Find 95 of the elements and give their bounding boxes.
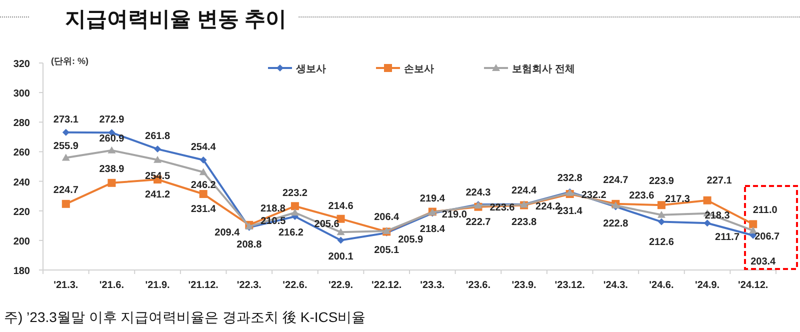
x-tick-label: '23.3. bbox=[420, 280, 445, 291]
data-label: 273.1 bbox=[53, 114, 78, 126]
data-label: 200.1 bbox=[328, 251, 354, 262]
data-label: 208.8 bbox=[236, 239, 262, 250]
x-tick-label: '22.3. bbox=[236, 280, 262, 291]
data-label: 238.9 bbox=[99, 164, 124, 175]
data-label: 206.7 bbox=[754, 232, 780, 243]
data-label: 209.4 bbox=[214, 228, 240, 239]
x-tick-label: '23.12. bbox=[554, 280, 586, 291]
point bbox=[108, 146, 116, 154]
point bbox=[703, 196, 712, 204]
data-label: 219.4 bbox=[420, 194, 445, 205]
point bbox=[200, 156, 207, 164]
x-tick-label: '22.12. bbox=[372, 280, 402, 291]
y-tick-label: 220 bbox=[13, 206, 30, 218]
data-label: 241.2 bbox=[145, 190, 170, 200]
data-label: 214.6 bbox=[328, 200, 354, 212]
point bbox=[290, 208, 299, 216]
legend-label: 보험회사 전체 bbox=[512, 64, 575, 75]
data-label: 224.7 bbox=[603, 174, 628, 186]
data-label: 218.4 bbox=[420, 224, 445, 236]
data-label: 254.5 bbox=[145, 170, 170, 182]
data-label: 261.8 bbox=[145, 131, 170, 142]
data-label: 219.0 bbox=[442, 209, 467, 220]
data-label: 205.9 bbox=[398, 234, 424, 246]
data-label: 224.7 bbox=[53, 184, 78, 196]
x-tick-label: '21.12. bbox=[188, 280, 219, 291]
point bbox=[337, 236, 344, 244]
data-label: 254.4 bbox=[190, 142, 216, 153]
x-tick-label: '23.6. bbox=[466, 280, 491, 291]
data-label: 231.4 bbox=[190, 204, 216, 215]
point bbox=[154, 156, 162, 163]
data-label: 223.8 bbox=[512, 217, 537, 228]
x-tick-label: '22.9. bbox=[328, 280, 354, 291]
data-label: 223.9 bbox=[648, 176, 674, 188]
point bbox=[62, 128, 70, 136]
point bbox=[704, 220, 711, 227]
point bbox=[657, 210, 666, 218]
y-tick-label: 320 bbox=[13, 59, 30, 70]
data-label: 222.7 bbox=[466, 216, 491, 228]
data-label: 218.8 bbox=[260, 204, 286, 215]
point bbox=[62, 154, 70, 161]
x-tick-label: '24.12. bbox=[738, 280, 768, 291]
data-label: 232.8 bbox=[557, 172, 582, 184]
y-tick-label: 280 bbox=[13, 118, 30, 130]
legend-label: 손보사 bbox=[404, 64, 434, 75]
y-tick-label: 300 bbox=[13, 88, 30, 100]
x-tick-label: '22.6. bbox=[282, 280, 308, 291]
legend-label: 생보사 bbox=[295, 64, 326, 75]
data-label: 205.6 bbox=[314, 219, 340, 230]
x-tick-label: '23.9. bbox=[512, 280, 537, 291]
x-tick-label: '21.3. bbox=[54, 280, 78, 291]
point bbox=[62, 200, 70, 208]
chart-title: 지급여력비율 변동 추이 bbox=[65, 8, 287, 31]
data-label: 260.9 bbox=[99, 133, 124, 144]
y-tick-label: 240 bbox=[13, 177, 30, 188]
annotation: (단위: %) bbox=[51, 56, 88, 66]
point bbox=[749, 226, 758, 234]
data-label: 227.1 bbox=[706, 175, 732, 186]
point bbox=[199, 190, 208, 198]
data-label: 212.6 bbox=[648, 236, 674, 248]
point bbox=[290, 202, 299, 210]
x-tick-label: '24.9. bbox=[694, 280, 720, 291]
data-label: 272.9 bbox=[99, 114, 124, 126]
point bbox=[658, 218, 665, 226]
x-tick-label: '24.3. bbox=[603, 280, 628, 291]
data-label: 246.2 bbox=[190, 180, 216, 192]
x-tick-label: '21.9. bbox=[145, 280, 170, 291]
data-label: 216.2 bbox=[278, 227, 304, 238]
data-label: 222.8 bbox=[603, 218, 628, 230]
data-label: 218.3 bbox=[704, 210, 730, 222]
data-label: 223.6 bbox=[629, 190, 654, 202]
y-tick-label: 200 bbox=[13, 236, 30, 248]
point bbox=[749, 220, 758, 228]
data-label: 223.2 bbox=[282, 188, 308, 200]
y-tick-label: 180 bbox=[13, 266, 30, 277]
point bbox=[154, 146, 162, 153]
x-tick-label: '21.6. bbox=[99, 280, 124, 291]
data-label: 224.4 bbox=[512, 185, 537, 196]
point bbox=[336, 228, 345, 236]
data-label: 255.9 bbox=[53, 140, 78, 152]
x-tick-label: '24.6. bbox=[649, 280, 674, 291]
point bbox=[108, 178, 116, 187]
data-label: 232.2 bbox=[581, 190, 606, 201]
data-label: 211.7 bbox=[715, 232, 740, 244]
point bbox=[199, 168, 208, 176]
data-label: 224.3 bbox=[466, 188, 491, 198]
data-label: 211.0 bbox=[752, 205, 778, 216]
y-tick-label: 260 bbox=[13, 148, 30, 159]
point bbox=[657, 201, 666, 210]
text: 주) ’23.3월말 이후 지급여력비율은 경과조치 後 K-ICS비율 bbox=[4, 309, 366, 325]
data-label: 203.4 bbox=[750, 256, 776, 268]
data-label: 205.1 bbox=[374, 244, 400, 256]
data-label: 206.4 bbox=[374, 212, 400, 223]
data-label: 217.3 bbox=[664, 194, 690, 205]
